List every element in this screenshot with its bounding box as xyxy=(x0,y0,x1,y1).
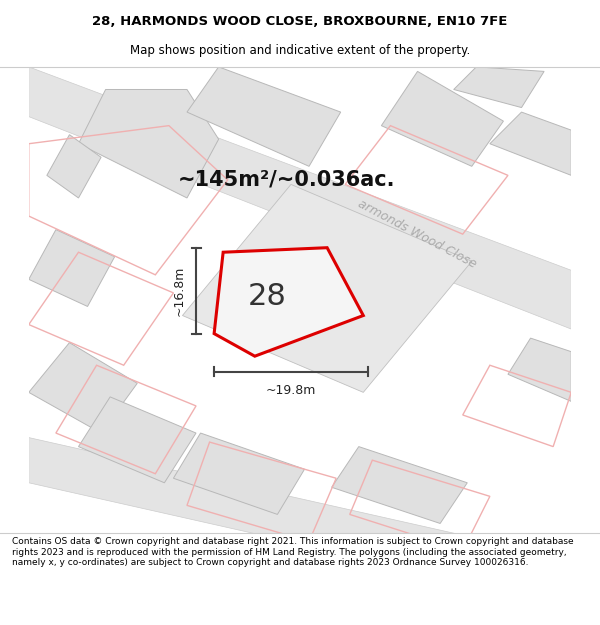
Polygon shape xyxy=(454,67,544,108)
Polygon shape xyxy=(29,342,137,433)
Polygon shape xyxy=(332,447,467,524)
Text: Contains OS data © Crown copyright and database right 2021. This information is : Contains OS data © Crown copyright and d… xyxy=(12,538,574,568)
Text: 28: 28 xyxy=(248,282,287,311)
Text: Map shows position and indicative extent of the property.: Map shows position and indicative extent… xyxy=(130,44,470,58)
Polygon shape xyxy=(29,229,115,306)
Polygon shape xyxy=(382,71,503,166)
Text: ~145m²/~0.036ac.: ~145m²/~0.036ac. xyxy=(178,170,395,190)
Text: armonds Wood Close: armonds Wood Close xyxy=(356,198,479,271)
Polygon shape xyxy=(173,433,305,514)
Text: ~16.8m: ~16.8m xyxy=(172,266,185,316)
Text: ~19.8m: ~19.8m xyxy=(266,384,316,398)
Polygon shape xyxy=(29,438,571,605)
Polygon shape xyxy=(79,89,218,198)
Polygon shape xyxy=(214,248,363,356)
Polygon shape xyxy=(490,112,571,176)
Polygon shape xyxy=(182,184,472,392)
Polygon shape xyxy=(508,338,571,401)
Polygon shape xyxy=(47,134,101,198)
Polygon shape xyxy=(187,67,341,166)
Polygon shape xyxy=(79,397,196,482)
Text: 28, HARMONDS WOOD CLOSE, BROXBOURNE, EN10 7FE: 28, HARMONDS WOOD CLOSE, BROXBOURNE, EN1… xyxy=(92,14,508,28)
Polygon shape xyxy=(29,67,571,329)
